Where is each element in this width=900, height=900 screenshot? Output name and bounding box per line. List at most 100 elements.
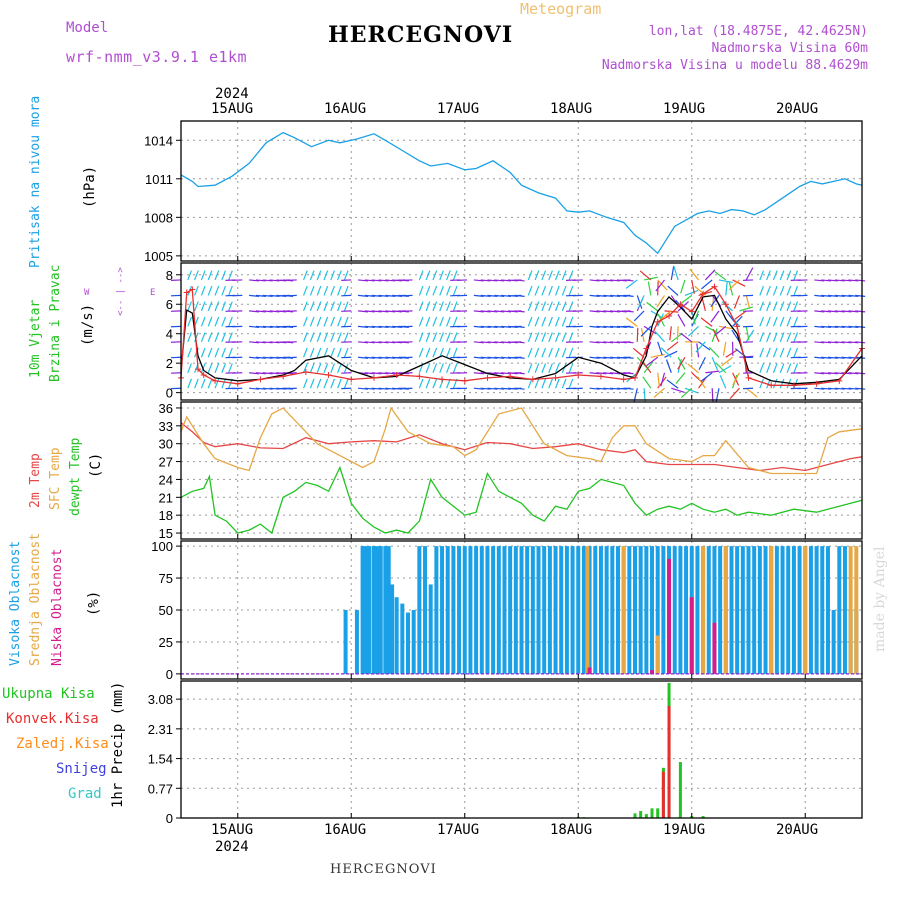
wind-arrow <box>303 332 308 343</box>
clouds-bar <box>390 584 395 674</box>
wind-arrow <box>187 363 192 373</box>
wind-arrow <box>214 316 220 327</box>
wind-arrow <box>596 356 607 359</box>
wind-arrow <box>385 372 396 375</box>
wind-arrow <box>834 294 845 298</box>
wind-arrow <box>554 285 560 296</box>
wind-arrow <box>228 347 233 358</box>
wind-arrow <box>364 356 375 359</box>
wind-arrow <box>249 356 260 359</box>
wind-arrow <box>855 387 866 390</box>
wind-frame <box>180 262 863 401</box>
wind-arrow <box>269 356 280 359</box>
wind-arrow <box>221 332 227 343</box>
wind-arrow <box>660 372 666 387</box>
wind-arrow <box>303 363 308 373</box>
wind-arrow <box>323 347 329 358</box>
wind-arrow <box>589 279 600 282</box>
wind-gust-point <box>325 371 332 378</box>
wind-arrow <box>561 270 567 281</box>
wind-arrow <box>221 301 227 312</box>
wind-arrow <box>745 326 750 341</box>
wind-arrow <box>207 332 213 343</box>
y-tick-label: 24 <box>159 472 173 487</box>
wind-gust-point <box>195 366 202 373</box>
wind-arrow <box>704 269 716 281</box>
wind-arrow <box>855 310 866 313</box>
wind-arrow <box>316 363 322 373</box>
wind-arrow <box>548 347 553 358</box>
wind-arrow <box>589 387 600 390</box>
wind-arrow <box>855 279 866 282</box>
wind-arrow <box>194 270 199 281</box>
clouds-bar <box>581 546 586 674</box>
wind-gust-point <box>200 371 207 378</box>
clouds-bar <box>712 546 717 674</box>
wind-arrow <box>589 341 600 344</box>
wind-arrow <box>841 279 852 282</box>
wind-arrow <box>548 316 553 327</box>
wind-arrow <box>759 378 765 389</box>
wind-arrow <box>561 332 567 343</box>
precip-bar <box>667 706 671 818</box>
temperature-frame <box>180 401 863 540</box>
precip-label-total: Ukupna Kisa <box>2 686 95 702</box>
wind-arrow <box>221 270 227 281</box>
wind-arrow <box>378 356 389 359</box>
wind-arrow <box>207 285 213 296</box>
wind-arrow <box>603 310 614 313</box>
wind-arrow <box>715 362 727 374</box>
wind-arrow <box>501 372 512 375</box>
wind-arrow <box>834 310 845 313</box>
clouds-bar <box>468 546 473 674</box>
wind-arrow <box>759 270 765 281</box>
wind-arrow <box>534 347 540 358</box>
wind-arrow <box>534 378 540 389</box>
wind-arrow <box>371 310 382 313</box>
wind-arrow <box>364 294 375 298</box>
wind-arrow <box>385 279 396 282</box>
wind-arrow <box>385 294 396 298</box>
wind-arrow <box>214 285 220 296</box>
wind-arrow <box>554 332 560 343</box>
wind-arrow <box>603 341 614 344</box>
wind-arrow <box>793 285 799 296</box>
wind-arrow <box>534 332 540 343</box>
wind-arrow <box>793 301 799 312</box>
wind-arrow <box>848 356 859 359</box>
wind-arrow <box>309 270 315 281</box>
wind-arrow <box>316 301 322 312</box>
wind-arrow <box>766 285 771 296</box>
wind-arrow <box>330 363 336 373</box>
wind-arrow <box>385 387 396 390</box>
wind-arrow <box>494 356 505 359</box>
clouds-bar <box>553 546 558 674</box>
wind-arrow <box>665 359 672 373</box>
y-tick-label: 30 <box>159 437 173 452</box>
wind-arrow <box>677 356 686 370</box>
compass-w: W <box>84 288 90 298</box>
wind-arrow <box>269 341 280 344</box>
wind-arrow <box>827 279 838 282</box>
wind-arrow <box>841 356 852 359</box>
wind-arrow <box>714 271 727 281</box>
wind-arrow <box>337 301 342 312</box>
wind-arrow <box>541 378 547 389</box>
wind-arrow <box>207 347 213 358</box>
wind-arrow <box>745 387 758 398</box>
wind-arrow <box>527 270 533 281</box>
wind-arrow <box>262 310 273 313</box>
clouds-bar <box>678 546 683 674</box>
wind-arrow <box>759 363 765 373</box>
y-tick-label: 21 <box>159 490 173 505</box>
wind-arrow <box>548 363 553 373</box>
wind-arrow <box>759 332 765 343</box>
wind-arrow <box>759 316 765 327</box>
wind-gust-point <box>439 376 446 383</box>
temperature-2m-temp-line <box>180 422 863 472</box>
precip-bar <box>639 811 643 818</box>
wind-arrow <box>378 294 389 298</box>
wind-arrow <box>772 332 778 343</box>
wind-arrow <box>432 332 438 343</box>
y-tick-label: 0.77 <box>148 781 173 796</box>
